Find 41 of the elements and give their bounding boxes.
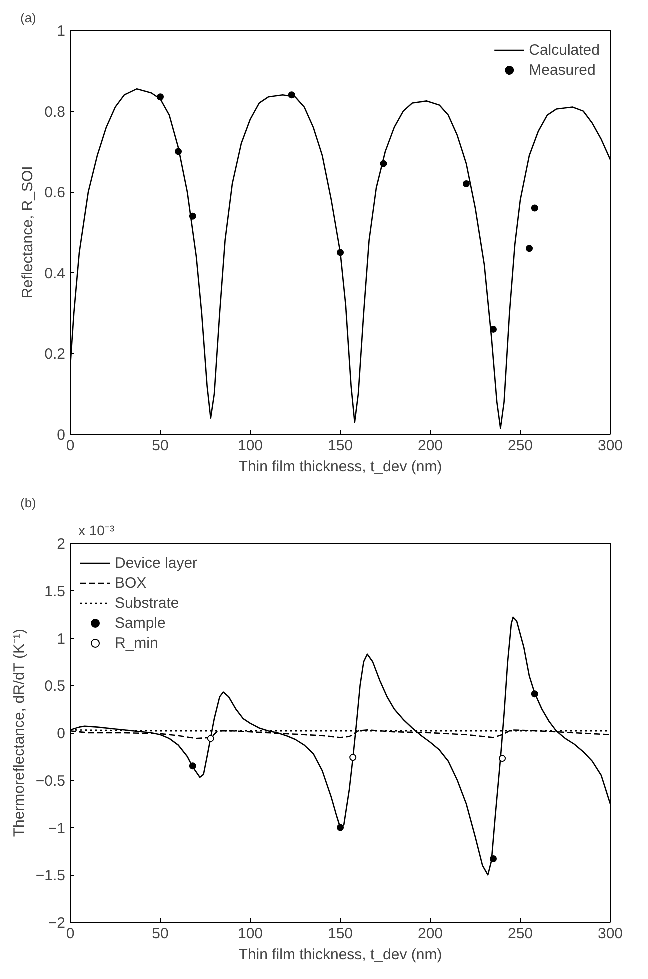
- x-tick-label: 200: [418, 926, 444, 942]
- y-tick-label: 1: [57, 630, 66, 648]
- y-tick-label: 1: [57, 23, 66, 40]
- y-tick-label: 0.4: [44, 265, 66, 282]
- legend-label: Device layer: [115, 554, 198, 572]
- y-tick-label: 2: [57, 536, 66, 553]
- x-tick-label: 150: [328, 926, 354, 942]
- y-tick-label: 0.5: [44, 678, 66, 696]
- y-tick-label: 1.5: [44, 583, 66, 600]
- y-axis-title: Thermoreflectance, dR/dT (K⁻¹): [10, 629, 28, 838]
- y-tick-label: 0: [57, 726, 66, 742]
- x-tick-label: 100: [238, 926, 264, 942]
- x-tick-label: 300: [598, 926, 624, 942]
- y-tick-label: −2: [48, 915, 66, 932]
- y-tick-label: −1: [48, 820, 66, 838]
- x-tick-label: 250: [508, 926, 534, 942]
- x-tick-label: 200: [418, 438, 444, 454]
- legend-label: BOX: [115, 574, 147, 592]
- y-tick-label: 0.8: [44, 104, 66, 121]
- y-tick-label: −1.5: [36, 868, 66, 885]
- y-axis-title: Reflectance, R_SOI: [20, 166, 37, 299]
- chart-title: (a): [20, 10, 36, 26]
- legend-label: Sample: [115, 614, 166, 632]
- x-axis-title: Thin film thickness, t_dev (nm): [238, 458, 442, 476]
- x-tick-label: 150: [328, 438, 354, 454]
- legend-label: R_min: [115, 634, 158, 652]
- y-tick-label: 0.6: [44, 184, 66, 202]
- y-tick-label: −0.5: [36, 772, 66, 790]
- x-tick-label: 250: [508, 438, 534, 454]
- x-tick-label: 300: [598, 438, 624, 454]
- x-tick-label: 50: [152, 926, 169, 942]
- legend-label: Measured: [529, 62, 596, 78]
- x-tick-label: 50: [152, 438, 169, 454]
- y-tick-label: 0.2: [44, 346, 66, 364]
- x-tick-label: 100: [238, 438, 264, 454]
- y-tick-label: 0: [57, 427, 66, 444]
- legend-label: Calculated: [529, 42, 600, 58]
- chart-title: (b): [20, 496, 36, 510]
- x-axis-title: Thin film thickness, t_dev (nm): [238, 946, 442, 964]
- legend-label: Substrate: [115, 594, 180, 612]
- text: x 10⁻³: [78, 522, 115, 538]
